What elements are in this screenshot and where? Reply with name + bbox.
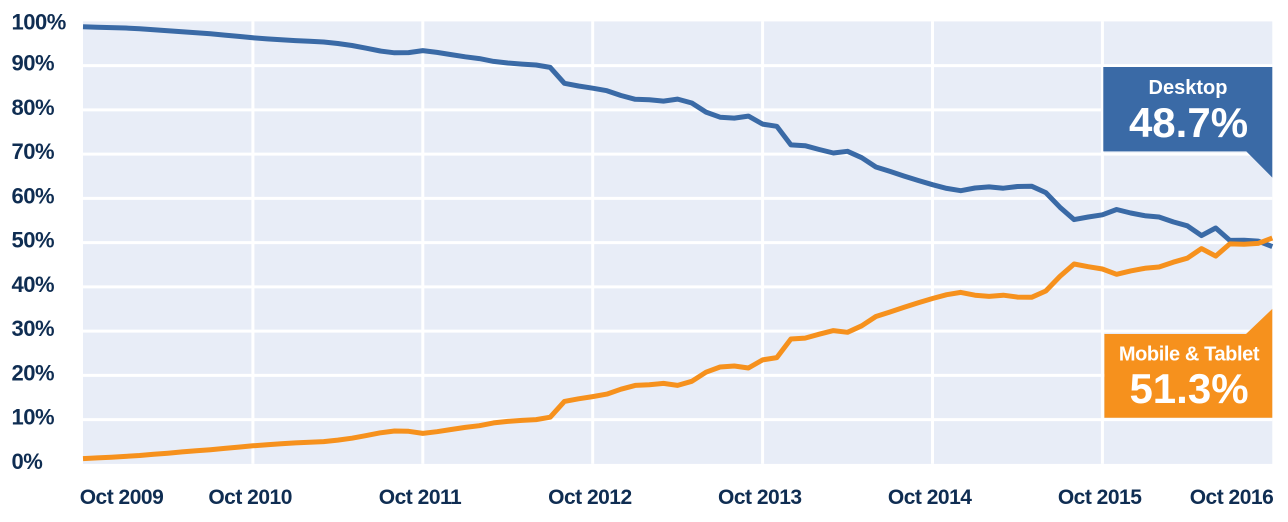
svg-text:60%: 60% <box>12 183 55 208</box>
svg-text:70%: 70% <box>12 139 55 164</box>
svg-text:0%: 0% <box>12 449 43 474</box>
svg-text:40%: 40% <box>12 272 55 297</box>
svg-text:Oct 2015: Oct 2015 <box>1058 486 1142 509</box>
svg-text:Oct 2009: Oct 2009 <box>80 486 164 509</box>
svg-text:30%: 30% <box>12 316 55 341</box>
svg-text:Oct 2013: Oct 2013 <box>718 486 802 509</box>
svg-text:Oct 2016: Oct 2016 <box>1190 486 1274 509</box>
svg-text:90%: 90% <box>12 51 55 76</box>
svg-text:Oct 2011: Oct 2011 <box>379 486 462 509</box>
svg-text:48.7%: 48.7% <box>1129 99 1248 146</box>
svg-text:Desktop: Desktop <box>1149 77 1228 99</box>
svg-text:Oct 2012: Oct 2012 <box>548 486 632 509</box>
svg-text:Oct 2010: Oct 2010 <box>208 486 292 509</box>
svg-text:100%: 100% <box>12 9 66 34</box>
svg-text:20%: 20% <box>12 360 55 385</box>
svg-text:80%: 80% <box>12 95 55 120</box>
svg-text:50%: 50% <box>12 228 55 253</box>
svg-text:10%: 10% <box>12 405 55 430</box>
svg-text:Mobile & Tablet: Mobile & Tablet <box>1119 344 1260 366</box>
svg-text:Oct 2014: Oct 2014 <box>888 486 972 509</box>
svg-text:51.3%: 51.3% <box>1129 365 1248 412</box>
